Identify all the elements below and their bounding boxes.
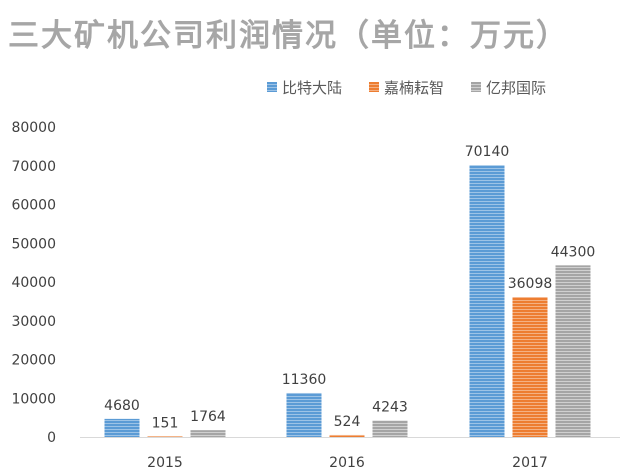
y-tick-label: 0 bbox=[47, 430, 56, 446]
data-label: 1764 bbox=[190, 409, 226, 425]
x-tick-label: 2016 bbox=[329, 455, 365, 471]
bar-1-2 bbox=[512, 297, 548, 437]
data-label: 524 bbox=[334, 414, 361, 430]
bar-2-2 bbox=[555, 265, 591, 437]
data-label: 70140 bbox=[465, 144, 510, 160]
legend-swatch bbox=[267, 82, 277, 92]
legend-label: 比特大陆 bbox=[282, 79, 342, 97]
data-label: 4243 bbox=[372, 400, 408, 416]
bar-0-1 bbox=[286, 392, 322, 437]
y-tick-label: 20000 bbox=[11, 353, 56, 369]
y-tick-label: 40000 bbox=[11, 275, 56, 291]
bar-1-0 bbox=[147, 436, 183, 437]
legend-label: 嘉楠耘智 bbox=[384, 79, 444, 97]
bar-0-2 bbox=[469, 165, 505, 437]
y-tick-label: 50000 bbox=[11, 236, 56, 252]
x-tick-label: 2017 bbox=[512, 455, 548, 471]
legend-swatch bbox=[471, 82, 481, 92]
bar-2-1 bbox=[372, 420, 408, 437]
y-tick-label: 60000 bbox=[11, 198, 56, 214]
data-label: 44300 bbox=[551, 244, 596, 260]
data-label: 4680 bbox=[104, 398, 140, 414]
bar-0-0 bbox=[104, 418, 140, 437]
data-label: 11360 bbox=[282, 372, 327, 388]
data-label: 151 bbox=[152, 415, 179, 431]
bar-2-0 bbox=[190, 430, 226, 437]
y-tick-label: 70000 bbox=[11, 159, 56, 175]
chart-title: 三大矿机公司利润情况（单位：万元） bbox=[8, 18, 569, 54]
y-tick-label: 30000 bbox=[11, 314, 56, 330]
y-tick-label: 80000 bbox=[11, 120, 56, 136]
bar-1-1 bbox=[329, 434, 365, 437]
data-label: 36098 bbox=[508, 276, 553, 292]
legend-label: 亿邦国际 bbox=[486, 79, 546, 97]
y-tick-label: 10000 bbox=[11, 391, 56, 407]
legend-swatch bbox=[369, 82, 379, 92]
x-tick-label: 2015 bbox=[147, 455, 183, 471]
